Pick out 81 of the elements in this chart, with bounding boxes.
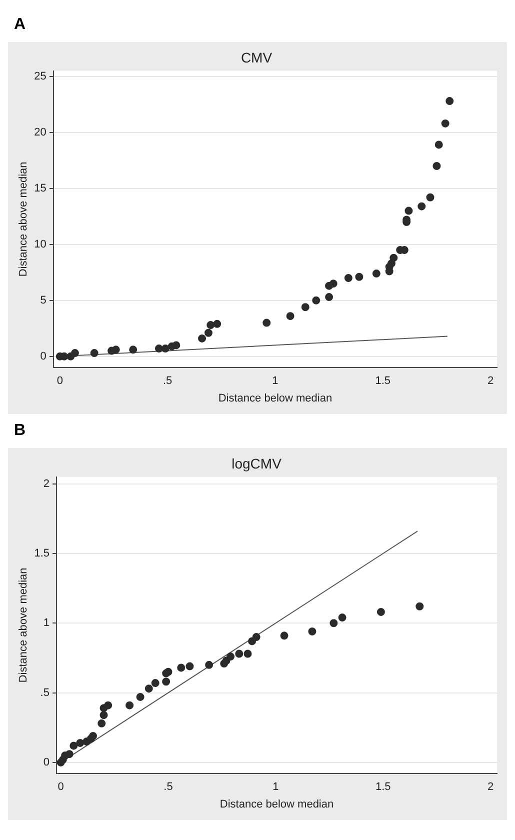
point: [252, 633, 260, 642]
point: [154, 344, 163, 353]
point: [126, 701, 134, 710]
x-tick-label: 1.5: [375, 375, 391, 388]
point: [312, 296, 320, 304]
x-tick-label: 0: [58, 781, 64, 794]
point: [416, 602, 424, 610]
y-tick-label: 1.5: [34, 547, 50, 560]
y-tick-label: 25: [34, 70, 46, 82]
point: [418, 202, 426, 210]
text: B: [14, 422, 26, 440]
y-tick-label: 1: [43, 617, 50, 630]
point: [244, 650, 252, 658]
point: [446, 97, 454, 106]
point: [205, 660, 214, 669]
point: [390, 254, 398, 262]
x-axis-title: Distance below median: [218, 392, 332, 404]
x-tick-label: 2: [487, 781, 494, 794]
point: [280, 632, 288, 640]
point: [213, 320, 222, 328]
text: A: [14, 16, 26, 34]
point: [441, 119, 450, 128]
point: [206, 321, 215, 330]
point: [198, 334, 206, 342]
y-tick-label: 15: [34, 182, 46, 194]
point: [89, 732, 98, 740]
point: [172, 341, 180, 350]
point: [65, 750, 74, 758]
point: [100, 711, 108, 720]
y-tick-label: 0: [43, 756, 50, 768]
point: [136, 692, 144, 701]
point: [262, 318, 271, 327]
point: [177, 664, 186, 672]
point: [235, 650, 244, 658]
y-axis-title: Distance above median: [18, 568, 30, 683]
x-tick-label: 1: [272, 375, 278, 388]
x-tick-label: 1: [272, 781, 279, 794]
point: [161, 344, 170, 353]
point: [432, 162, 441, 170]
x-tick-label: .5: [164, 781, 173, 794]
point: [325, 293, 334, 302]
point: [355, 272, 364, 281]
point: [344, 274, 352, 282]
point: [329, 280, 338, 288]
point: [376, 608, 385, 616]
point: [151, 679, 160, 688]
point: [70, 742, 78, 750]
point: [70, 349, 79, 358]
x-tick-label: .5: [162, 375, 172, 388]
point: [404, 206, 413, 215]
point: [204, 328, 212, 337]
point: [372, 270, 380, 278]
point: [76, 738, 84, 747]
point: [104, 701, 112, 710]
point: [162, 678, 170, 686]
y-tick-label: .5: [40, 686, 50, 699]
point: [226, 652, 235, 661]
x-axis-title: Distance below median: [220, 798, 334, 810]
point: [98, 719, 106, 728]
y-tick-label: 5: [40, 294, 46, 306]
chart-title: logCMV: [232, 455, 282, 472]
point: [426, 193, 434, 202]
point: [301, 303, 310, 312]
point: [90, 349, 98, 358]
x-tick-label: 1.5: [375, 781, 391, 794]
point: [286, 312, 294, 320]
point: [330, 619, 338, 628]
y-tick-label: 0: [40, 350, 46, 362]
x-tick-label: 0: [56, 375, 63, 388]
point: [186, 662, 194, 670]
y-tick-label: 10: [34, 238, 46, 250]
y-axis-title: Distance above median: [18, 162, 30, 277]
point: [338, 614, 346, 622]
chart-title: CMV: [240, 49, 273, 66]
point: [144, 684, 153, 693]
point: [434, 140, 443, 149]
y-tick-label: 2: [43, 478, 50, 490]
point: [308, 627, 316, 636]
y-tick-label: 20: [34, 126, 46, 138]
x-tick-label: 2: [487, 375, 494, 388]
point: [129, 346, 138, 354]
